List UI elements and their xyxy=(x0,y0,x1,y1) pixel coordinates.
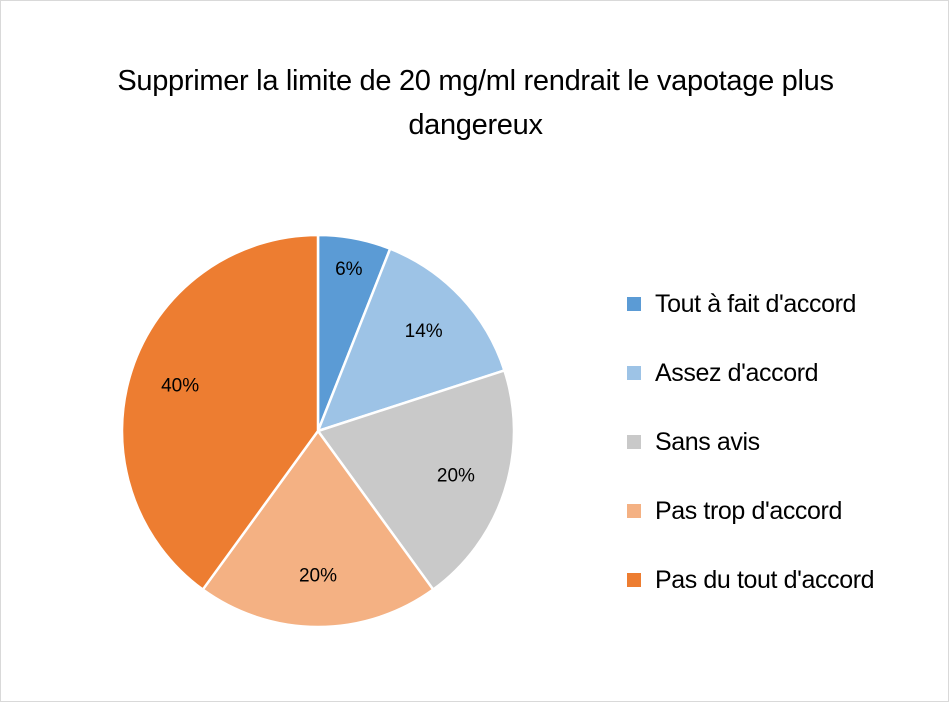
data-label-2: 14% xyxy=(405,321,443,342)
data-label-4: 20% xyxy=(299,566,337,587)
legend-swatch xyxy=(627,297,641,311)
data-label-5: 40% xyxy=(161,376,199,397)
pie-slice-5 xyxy=(120,233,320,591)
chart-title: Supprimer la limite de 20 mg/ml rendrait… xyxy=(117,65,834,141)
legend-label: Tout à fait d'accord xyxy=(655,290,857,318)
pie-slice-4 xyxy=(201,429,435,629)
legend-label: Pas trop d'accord xyxy=(655,497,842,525)
legend-swatch xyxy=(627,435,641,449)
legend-label: Sans avis xyxy=(655,428,760,456)
pie-slice-3 xyxy=(316,369,516,591)
legend-swatch xyxy=(627,366,641,380)
data-label-1: 6% xyxy=(335,259,363,280)
legend-swatch xyxy=(627,573,641,587)
legend-label: Assez d'accord xyxy=(655,359,819,387)
legend-swatch xyxy=(627,504,641,518)
legend-label: Pas du tout d'accord xyxy=(655,566,875,594)
data-label-3: 20% xyxy=(437,465,475,486)
